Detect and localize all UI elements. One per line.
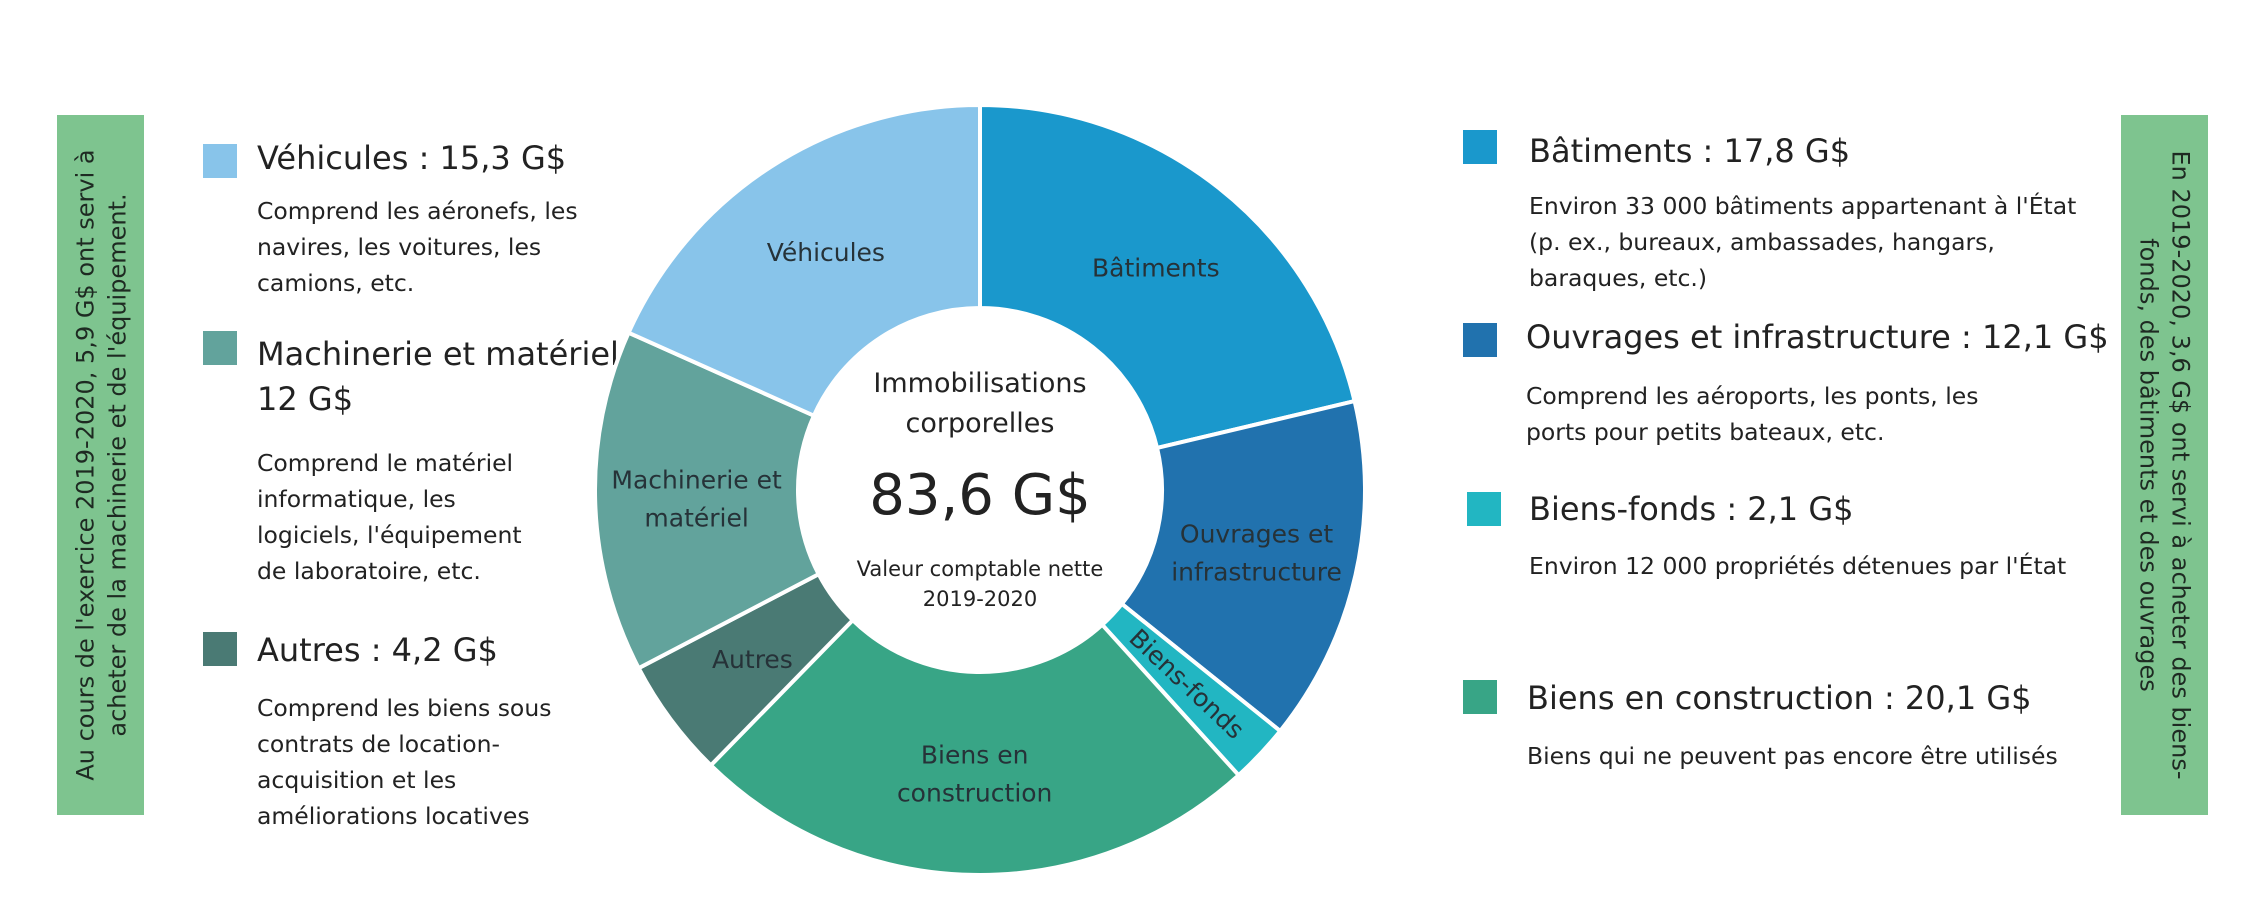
legend-title-batiments: Bâtiments : 17,8 G$ <box>1529 132 1851 170</box>
legend-title-biensfonds: Biens-fonds : 2,1 G$ <box>1529 490 1854 528</box>
donut-segments <box>593 102 1367 877</box>
legend-swatch-autres <box>203 632 237 666</box>
donut-label-ouvrages: Ouvrages et infrastructure <box>1171 519 1342 586</box>
legend-desc-biensfonds: Environ 12 000 propriétés détenues par l… <box>1529 552 2067 580</box>
legend-title-machinerie: Machinerie et matériel <box>257 335 619 373</box>
center-title-line2: corporelles <box>906 408 1055 439</box>
donut-slice-ouvrages <box>1119 398 1367 734</box>
legend-swatch-vehicules <box>203 144 237 178</box>
left-side-note: Au cours de l'exercice 2019-2020, 5,9 G$… <box>57 115 144 815</box>
center-title-line1: Immobilisations <box>873 368 1086 399</box>
donut-label-vehicules: Véhicules <box>767 238 885 267</box>
legend-title-construction: Biens en construction : 20,1 G$ <box>1527 679 2032 717</box>
donut-label-batiments: Bâtiments <box>1092 254 1220 283</box>
donut-center: Immobilisations corporelles 83,6 G$ Vale… <box>857 368 1104 611</box>
legend-desc-batiments: Environ 33 000 bâtiments appartenant à l… <box>1529 192 2077 292</box>
legend-title-ouvrages: Ouvrages et infrastructure : 12,1 G$ <box>1526 318 2109 356</box>
donut-label-construction: Biens en construction <box>897 740 1052 807</box>
donut-label-autres: Autres <box>712 645 793 674</box>
legend-swatch-biensfonds <box>1467 492 1501 526</box>
donut-slice-construction <box>708 617 1242 877</box>
donut-slice-vehicules <box>625 102 982 419</box>
donut-slice-machinerie <box>593 330 822 671</box>
donut-label-machinerie: Machinerie et matériel <box>611 466 782 533</box>
legend-title-autres: Autres : 4,2 G$ <box>257 631 498 669</box>
right-side-note-text: En 2019-2020, 3,6 G$ ont servi à acheter… <box>2134 150 2195 780</box>
legend-title2-machinerie: 12 G$ <box>257 380 354 418</box>
center-subtitle-line1: Valeur comptable nette <box>857 557 1104 581</box>
center-total: 83,6 G$ <box>869 463 1091 528</box>
left-side-note-text: Au cours de l'exercice 2019-2020, 5,9 G$… <box>70 149 131 781</box>
donut-slice-batiments <box>978 102 1358 451</box>
legend-swatch-construction <box>1463 680 1497 714</box>
legend-desc-ouvrages: Comprend les aéroports, les ponts, les p… <box>1526 382 1979 446</box>
legend-desc-vehicules: Comprend les aéronefs, les navires, les … <box>257 197 578 297</box>
right-side-note: En 2019-2020, 3,6 G$ ont servi à acheter… <box>2121 115 2208 815</box>
legend-desc-machinerie: Comprend le matériel informatique, les l… <box>257 449 522 585</box>
legend-swatch-ouvrages <box>1463 323 1497 357</box>
legend-desc-autres: Comprend les biens sous contrats de loca… <box>257 694 552 830</box>
legend-swatch-machinerie <box>203 331 237 365</box>
legend-title-vehicules: Véhicules : 15,3 G$ <box>257 139 567 177</box>
legend-desc-construction: Biens qui ne peuvent pas encore être uti… <box>1527 742 2058 770</box>
center-subtitle-line2: 2019-2020 <box>923 587 1037 611</box>
legend-swatch-batiments <box>1463 130 1497 164</box>
